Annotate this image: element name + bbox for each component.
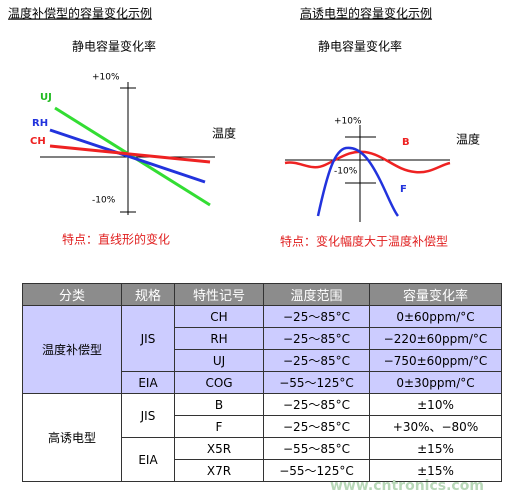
curve <box>49 128 206 184</box>
cell: −25～85°C <box>263 327 370 350</box>
cell: JIS <box>121 393 175 438</box>
cell: X7R <box>174 459 264 482</box>
label: +10% <box>334 117 362 127</box>
cell: EIA <box>121 437 175 482</box>
cell: 0±30ppm/°C <box>369 371 502 394</box>
curve <box>284 150 451 174</box>
cell: −55～125°C <box>263 371 370 394</box>
label: 温度 <box>212 126 236 141</box>
cell: ±15% <box>369 437 502 460</box>
cell: X5R <box>174 437 264 460</box>
diagrams: 温度补偿型的容量变化示例 静电容量变化率 +10% -10% 温度 UJ RH … <box>8 6 480 249</box>
subtitle: 静电容量变化率 <box>318 39 402 54</box>
title: 温度补偿型的容量变化示例 <box>8 6 152 21</box>
label: CH <box>30 136 46 147</box>
cell: −25～85°C <box>263 415 370 438</box>
cell: F <box>174 415 264 438</box>
cell: ±15% <box>369 459 502 482</box>
header-cell: 特性记号 <box>174 283 264 306</box>
spec-table: 分类 规格 特性记号 温度范围 容量变化率 温度补偿型 JIS CH −25～85°C 0±60… <box>22 283 502 482</box>
cell: −750±60ppm/°C <box>369 349 502 372</box>
label: RH <box>32 118 48 129</box>
label: 温度 <box>456 132 480 147</box>
header-cell: 温度范围 <box>263 283 370 306</box>
title: 高诱电型的容量变化示例 <box>300 6 432 21</box>
header-cell: 分类 <box>22 283 122 306</box>
cell: CH <box>174 305 264 328</box>
label: UJ <box>40 92 52 103</box>
cell: −25～85°C <box>263 349 370 372</box>
cell: −55～85°C <box>263 437 370 460</box>
cell: UJ <box>174 349 264 372</box>
cell: JIS <box>121 305 175 372</box>
label: -10% <box>334 167 358 177</box>
header-cell: 规格 <box>121 283 175 306</box>
cell: 温度补偿型 <box>22 305 122 394</box>
curve <box>316 146 399 217</box>
watermark: www.cntronics.com <box>330 478 484 494</box>
cell: RH <box>174 327 264 350</box>
caption: 特点：直线形的变化 <box>62 232 170 247</box>
label: -10% <box>92 196 116 206</box>
cell: B <box>174 393 264 416</box>
cell: +30%、−80% <box>369 415 502 438</box>
caption: 特点：变化幅度大于温度补偿型 <box>280 234 448 249</box>
label: F <box>400 184 407 195</box>
cell: EIA <box>121 371 175 394</box>
cell: −220±60ppm/°C <box>369 327 502 350</box>
cell: −25～85°C <box>263 305 370 328</box>
cell: COG <box>174 371 264 394</box>
header-cell: 容量变化率 <box>369 283 502 306</box>
curve <box>49 144 211 164</box>
cell: 0±60ppm/°C <box>369 305 502 328</box>
cell: −55～125°C <box>263 459 370 482</box>
cell: −25～85°C <box>263 393 370 416</box>
label: B <box>402 137 410 148</box>
cell: 高诱电型 <box>22 393 122 482</box>
subtitle: 静电容量变化率 <box>72 39 156 54</box>
cell: ±10% <box>369 393 502 416</box>
label: +10% <box>92 73 120 83</box>
